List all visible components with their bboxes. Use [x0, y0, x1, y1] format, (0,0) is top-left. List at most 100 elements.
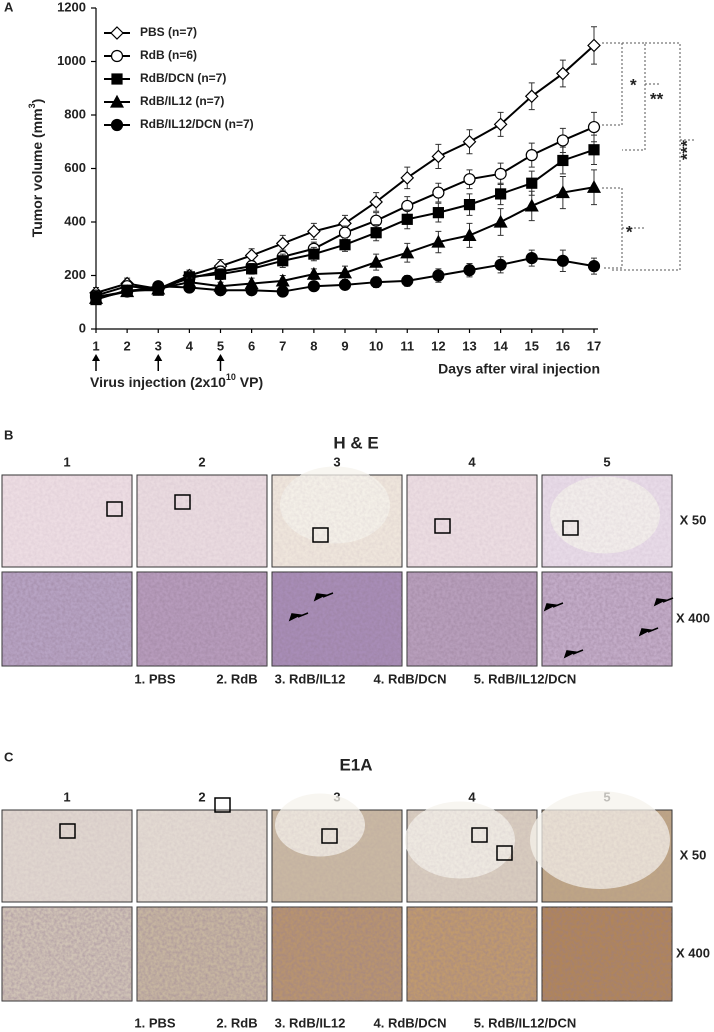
group-legend: 4. RdB/DCN — [374, 671, 447, 686]
marker — [463, 199, 476, 211]
group-legend: 4. RdB/DCN — [374, 1015, 447, 1030]
micrograph-texture — [137, 810, 267, 902]
zoom-box — [434, 518, 451, 534]
arrow — [543, 602, 564, 612]
significance: ** — [650, 89, 664, 108]
x-tick-label: 8 — [310, 338, 317, 353]
marker — [556, 66, 570, 81]
marker — [432, 186, 445, 199]
y-tick-label: 1000 — [57, 53, 86, 68]
x-tick-label: 16 — [556, 338, 570, 353]
y-title-part: ) — [29, 99, 45, 104]
marker — [494, 258, 507, 271]
marker — [526, 177, 538, 189]
legend-label: RdB/IL12 (n=7) — [140, 94, 224, 108]
panel-label: A — [4, 0, 14, 14]
marker — [401, 213, 413, 225]
marker — [214, 284, 227, 297]
group-legend: 2. RdB — [216, 1015, 257, 1030]
arrow — [653, 597, 674, 607]
marker — [587, 260, 601, 273]
arrow — [563, 649, 584, 659]
marker — [525, 252, 538, 265]
x-tick-label: 6 — [248, 338, 255, 353]
marker — [556, 134, 569, 147]
marker — [152, 280, 165, 293]
marker — [337, 265, 353, 279]
zoom-box — [471, 827, 488, 843]
group-legend: 1. PBS — [134, 1015, 176, 1030]
x-tick-label: 11 — [400, 338, 414, 353]
column-label: 4 — [468, 454, 476, 469]
injection-label: Virus injection (2x1010 VP) — [90, 372, 263, 389]
legend-label: PBS (n=7) — [140, 25, 197, 39]
micrograph-texture — [137, 475, 267, 567]
column-label: 4 — [468, 789, 476, 804]
y-tick-label: 400 — [64, 213, 86, 228]
group-legend: 1. PBS — [134, 671, 176, 686]
column-label: 2 — [198, 454, 205, 469]
marker — [494, 167, 507, 180]
marker — [183, 281, 196, 294]
panel-title: H & E — [333, 433, 378, 452]
significance: * — [630, 75, 637, 94]
magnification: X 50 — [680, 847, 707, 862]
marker — [493, 214, 508, 228]
column-label: 1 — [63, 789, 70, 804]
magnification: X 400 — [676, 610, 710, 625]
marker — [110, 118, 124, 132]
panel-title: E1A — [339, 755, 372, 774]
arrow — [313, 592, 334, 602]
column-label: 1 — [63, 454, 70, 469]
marker — [370, 227, 382, 239]
marker — [370, 276, 383, 289]
micrograph-texture — [542, 907, 672, 1001]
marker — [246, 263, 258, 275]
zoom-box — [59, 823, 76, 839]
micrograph-texture — [542, 810, 672, 902]
micrograph-texture — [137, 907, 267, 1001]
y-tick-label: 0 — [79, 320, 86, 335]
marker — [588, 144, 600, 156]
marker — [109, 94, 125, 108]
panel-label: B — [4, 427, 13, 442]
y-tick-label: 1200 — [57, 0, 86, 14]
marker — [214, 268, 227, 280]
y-tick-label: 200 — [64, 267, 86, 282]
arrow — [638, 627, 659, 637]
group-legend: 3. RdB/IL12 — [275, 671, 346, 686]
micrograph-texture — [2, 810, 132, 902]
marker — [369, 254, 384, 268]
zoom-box — [321, 828, 338, 844]
marker — [525, 149, 538, 162]
marker — [276, 285, 289, 298]
legend-label: RdB (n=6) — [140, 48, 197, 62]
marker — [462, 228, 477, 241]
marker — [432, 207, 444, 219]
column-label: 5 — [603, 454, 610, 469]
marker — [493, 117, 508, 132]
group-legend: 5. RdB/IL12/DCN — [474, 1015, 577, 1030]
marker — [306, 266, 321, 280]
marker — [277, 255, 289, 267]
marker — [308, 248, 320, 260]
micrograph-texture — [407, 475, 537, 567]
injection-arrowhead — [92, 354, 100, 361]
group-legend: 3. RdB/IL12 — [275, 1015, 346, 1030]
marker — [495, 188, 507, 200]
legend-label: RdB/IL12/DCN (n=7) — [140, 117, 254, 131]
marker — [110, 26, 124, 40]
zoom-box — [106, 501, 123, 517]
legend-label: RdB/DCN (n=7) — [140, 71, 226, 85]
arrow — [288, 612, 309, 622]
y-title-sup: 3 — [27, 103, 37, 108]
y-axis-title: Tumor volume (mm3) — [27, 99, 44, 238]
injection-part: VP) — [236, 374, 263, 390]
group-legend: 2. RdB — [216, 671, 257, 686]
micrograph-texture — [542, 572, 672, 666]
significance-brackets: * ** *** * — [602, 42, 696, 271]
micrograph-texture — [272, 810, 402, 902]
marker — [586, 179, 602, 193]
zoom-box — [312, 527, 329, 543]
marker — [463, 264, 476, 277]
